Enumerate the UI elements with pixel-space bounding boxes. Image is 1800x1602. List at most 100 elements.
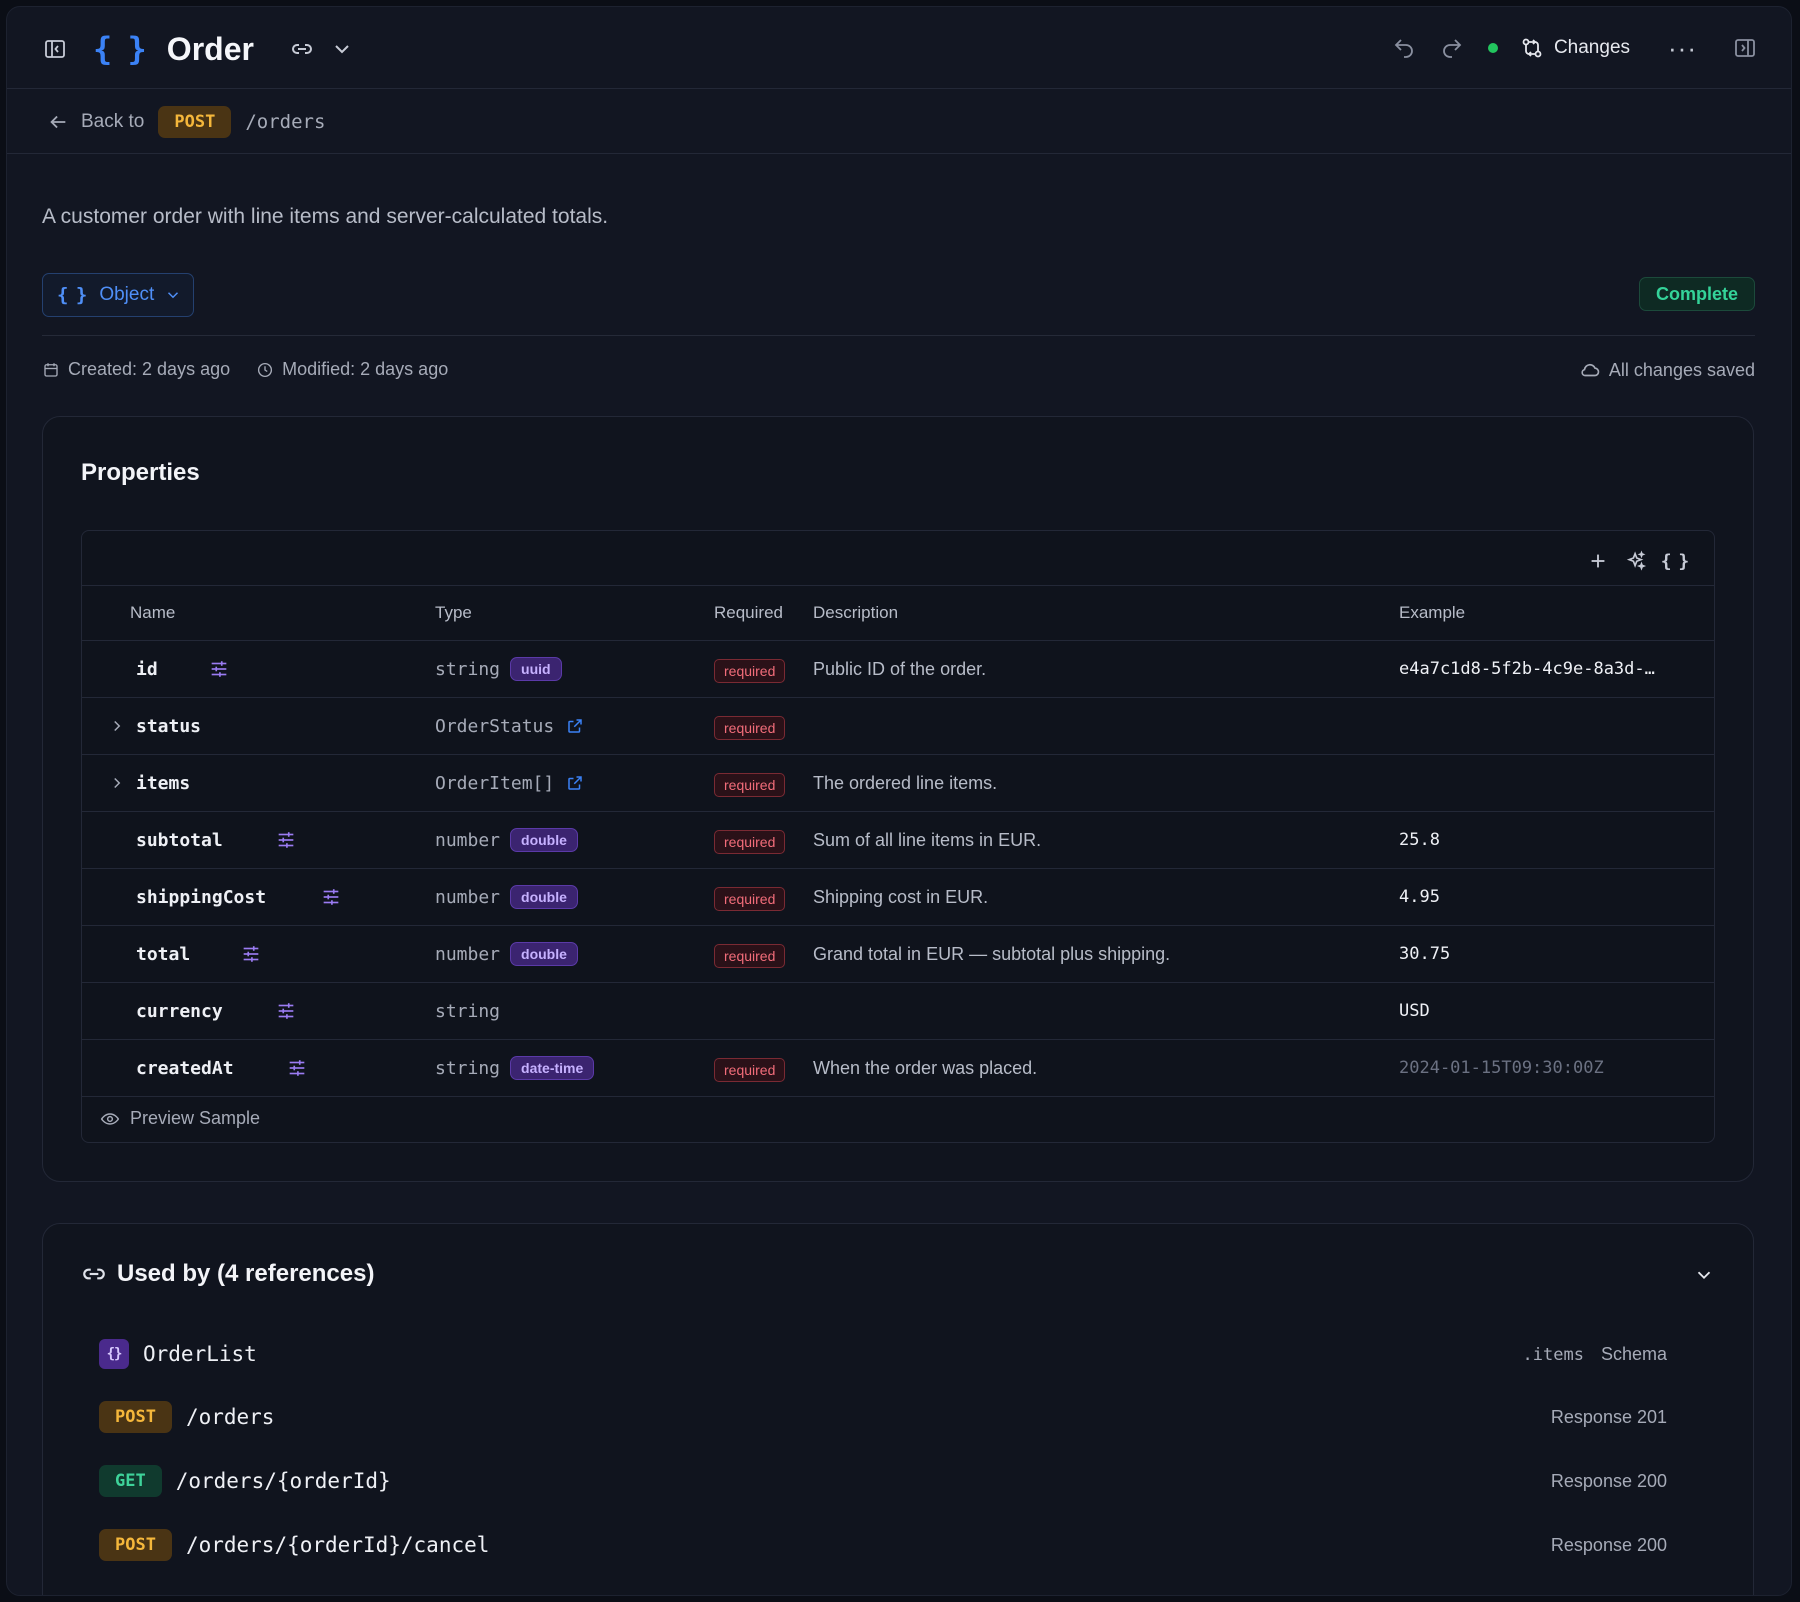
save-status-text: All changes saved (1608, 359, 1755, 380)
required-badge[interactable]: required (714, 773, 786, 797)
schema-icon: { } (93, 30, 147, 68)
table-row[interactable]: createdAt string date-time required When… (82, 1040, 1714, 1097)
property-description[interactable]: When the order was placed. (813, 1057, 1038, 1078)
external-link-icon[interactable] (566, 717, 584, 735)
chevron-down-icon[interactable] (1693, 1264, 1715, 1286)
calendar-icon (44, 362, 58, 377)
json-view-icon[interactable]: { } (1660, 550, 1690, 572)
property-description[interactable]: The ordered line items. (813, 772, 998, 793)
property-name[interactable]: id (136, 658, 158, 680)
preview-sample-button[interactable]: Preview Sample (100, 1108, 260, 1129)
add-property-icon[interactable] (1582, 545, 1614, 577)
chevron-right-icon[interactable] (108, 774, 126, 792)
column-description[interactable]: Description (813, 603, 899, 622)
git-compare-icon (1522, 38, 1542, 58)
method-badge: POST (99, 1529, 172, 1561)
table-row[interactable]: shippingCost number double required Ship… (82, 869, 1714, 926)
sliders-icon[interactable] (286, 1057, 308, 1079)
property-type: string (435, 1000, 501, 1022)
arrow-left-icon[interactable] (47, 111, 69, 133)
property-type[interactable]: OrderItem[] (435, 772, 555, 794)
page-title: Order (166, 30, 254, 67)
required-badge[interactable]: required (714, 659, 786, 683)
chevron-right-icon[interactable] (108, 717, 126, 735)
breadcrumb: Back to POST /orders (7, 90, 1791, 154)
table-toolbar: { } (1576, 545, 1690, 577)
property-example[interactable]: 25.8 (1399, 830, 1440, 850)
property-name[interactable]: createdAt (136, 1057, 234, 1079)
toggle-right-sidebar-icon[interactable] (1727, 30, 1763, 66)
type-dropdown[interactable]: { } Object (42, 273, 194, 317)
toggle-left-sidebar-icon[interactable] (37, 31, 73, 67)
property-name[interactable]: subtotal (136, 829, 223, 851)
required-badge[interactable]: required (714, 887, 786, 911)
sparkles-icon[interactable] (1620, 545, 1652, 577)
column-required[interactable]: Required (714, 603, 783, 622)
properties-title: Properties (81, 459, 200, 486)
required-badge[interactable]: required (714, 830, 786, 854)
table-row[interactable]: items OrderItem[] required The ordered l… (82, 755, 1714, 812)
property-example[interactable]: USD (1399, 1001, 1430, 1021)
sliders-icon[interactable] (320, 886, 342, 908)
cloud-icon (1581, 363, 1600, 377)
property-type: string (435, 1057, 501, 1079)
clock-icon (258, 362, 273, 377)
property-example[interactable]: 2024-01-15T09:30:00Z (1399, 1058, 1604, 1078)
property-example[interactable]: 30.75 (1399, 944, 1451, 964)
property-name[interactable]: currency (136, 1000, 223, 1022)
column-example[interactable]: Example (1399, 603, 1466, 622)
sliders-icon[interactable] (275, 1000, 297, 1022)
property-example[interactable]: 4.95 (1399, 887, 1440, 907)
sliders-icon[interactable] (240, 943, 262, 965)
redo-icon[interactable] (1434, 30, 1470, 66)
reference-name: /orders/{orderId}/cancel (185, 1533, 490, 1557)
property-name[interactable]: items (136, 772, 191, 794)
property-name[interactable]: total (136, 943, 191, 965)
property-description[interactable]: Grand total in EUR — subtotal plus shipp… (813, 943, 1171, 964)
table-row[interactable]: status OrderStatus required (82, 698, 1714, 755)
table-row[interactable]: currency string USD (82, 983, 1714, 1040)
property-example[interactable]: e4a7c1d8-5f2b-4c9e-8a3d-… (1399, 659, 1655, 679)
property-description[interactable]: Sum of all line items in EUR. (813, 829, 1042, 850)
used-by-header[interactable]: Used by (4 references) (81, 1260, 374, 1288)
property-type: number (435, 829, 501, 851)
table-row[interactable]: id string uuid required Public ID of the… (82, 641, 1714, 698)
reference-kind: Response 201 (1550, 1406, 1667, 1427)
format-badge: date-time (510, 1056, 595, 1080)
undo-icon[interactable] (1386, 30, 1422, 66)
required-badge[interactable]: required (714, 1058, 786, 1082)
properties-table: { } Name Type Required Description Examp… (81, 530, 1715, 1143)
property-name[interactable]: shippingCost (136, 886, 267, 908)
reference-item[interactable]: POST /orders/{orderId}/cancel Response 2… (99, 1525, 1667, 1565)
sliders-icon[interactable] (275, 829, 297, 851)
property-type: number (435, 943, 501, 965)
property-name[interactable]: status (136, 715, 202, 737)
table-row[interactable]: subtotal number double required Sum of a… (82, 812, 1714, 869)
reference-kind: Schema (1600, 1343, 1667, 1364)
external-link-icon[interactable] (566, 774, 584, 792)
property-description[interactable]: Public ID of the order. (813, 658, 987, 679)
changes-button[interactable]: Changes (1520, 36, 1630, 60)
reference-field: .items (1522, 1344, 1584, 1365)
link-icon[interactable] (284, 31, 320, 67)
table-header: Name Type Required Description Example (82, 585, 1714, 641)
required-badge[interactable]: required (714, 944, 786, 968)
save-status: All changes saved (1579, 359, 1755, 381)
table-row[interactable]: total number double required Grand total… (82, 926, 1714, 983)
schema-description[interactable]: A customer order with line items and ser… (42, 205, 609, 228)
column-name[interactable]: Name (130, 603, 176, 622)
chevron-down-icon[interactable] (324, 31, 360, 67)
required-badge[interactable]: required (714, 716, 786, 740)
reference-item[interactable]: POST /orders Response 201 (99, 1397, 1667, 1437)
column-type[interactable]: Type (435, 603, 472, 622)
property-description[interactable]: Shipping cost in EUR. (813, 886, 989, 907)
more-options-icon[interactable]: ··· (1668, 32, 1697, 63)
reference-item[interactable]: GET /orders/{orderId} Response 200 (99, 1461, 1667, 1501)
status-badge[interactable]: Complete (1638, 277, 1755, 311)
method-badge[interactable]: POST (158, 105, 232, 138)
endpoint-path[interactable]: /orders (245, 110, 326, 133)
back-link[interactable]: Back to (81, 110, 145, 132)
property-type[interactable]: OrderStatus (435, 715, 555, 737)
sliders-icon[interactable] (208, 658, 230, 680)
reference-item[interactable]: {} OrderList .items Schema (99, 1334, 1667, 1374)
